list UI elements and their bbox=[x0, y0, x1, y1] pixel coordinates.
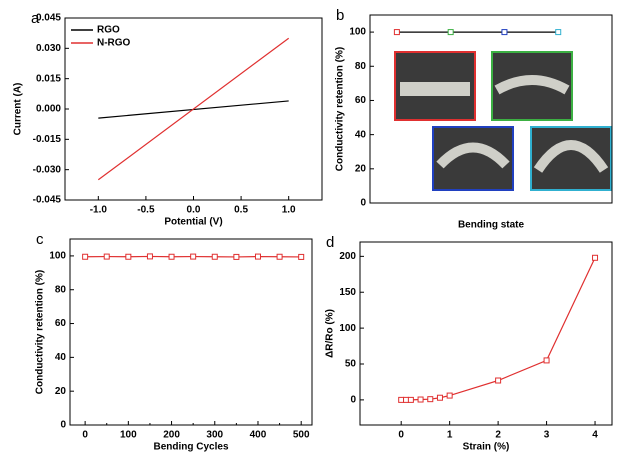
marker bbox=[427, 396, 434, 403]
x-tick-label: 0.5 bbox=[234, 205, 248, 216]
x-tick-label: 1.0 bbox=[282, 205, 296, 216]
y-axis-label: Conductivity retention (%) bbox=[35, 270, 46, 394]
legend-label: RGO bbox=[97, 25, 120, 36]
y-tick-label: 100 bbox=[49, 251, 66, 262]
panel-label: b bbox=[336, 7, 344, 24]
x-tick-label: 0.0 bbox=[187, 205, 201, 216]
marker bbox=[446, 392, 453, 399]
y-tick-label: 0 bbox=[360, 198, 366, 209]
x-tick-label: 4 bbox=[592, 430, 598, 441]
marker bbox=[211, 253, 218, 260]
y-tick-label: -0.015 bbox=[33, 134, 62, 145]
photo-detail bbox=[436, 142, 510, 169]
y-tick-label: 0.015 bbox=[36, 73, 61, 84]
marker bbox=[403, 396, 410, 403]
y-tick-label: 0 bbox=[350, 395, 356, 406]
y-tick-label: 150 bbox=[339, 287, 356, 298]
marker bbox=[393, 29, 400, 36]
y-tick-label: 20 bbox=[355, 163, 367, 174]
marker bbox=[82, 253, 89, 260]
series-line bbox=[97, 37, 290, 181]
x-tick-label: 2 bbox=[495, 430, 501, 441]
y-tick-label: 0.030 bbox=[36, 43, 61, 54]
y-tick-label: 0.045 bbox=[36, 13, 61, 24]
y-axis-label: Current (A) bbox=[13, 83, 24, 136]
y-tick-label: 40 bbox=[55, 352, 67, 363]
x-tick-label: 0 bbox=[398, 430, 404, 441]
plot-frame bbox=[69, 238, 313, 426]
y-tick-label: -0.045 bbox=[33, 195, 62, 206]
photo-detail bbox=[400, 82, 470, 96]
marker bbox=[298, 253, 305, 260]
y-tick-label: 100 bbox=[339, 323, 356, 334]
y-tick-label: 80 bbox=[55, 284, 67, 295]
x-tick-label: -1.0 bbox=[90, 205, 108, 216]
x-axis-label: Strain (%) bbox=[463, 442, 510, 453]
x-axis-label: Potential (V) bbox=[164, 217, 222, 228]
plot-frame bbox=[369, 14, 613, 204]
marker bbox=[495, 377, 502, 384]
marker bbox=[543, 357, 550, 364]
marker bbox=[125, 253, 132, 260]
y-tick-label: -0.030 bbox=[33, 164, 62, 175]
marker bbox=[146, 253, 153, 260]
legend-label: N-RGO bbox=[97, 38, 131, 49]
marker bbox=[407, 396, 414, 403]
x-tick-label: 200 bbox=[163, 430, 180, 441]
x-tick-label: 3 bbox=[544, 430, 550, 441]
marker bbox=[555, 29, 562, 36]
x-tick-label: 0 bbox=[82, 430, 88, 441]
y-axis-label: ΔR/Ro (%) bbox=[325, 309, 336, 358]
marker bbox=[190, 253, 197, 260]
marker bbox=[592, 254, 599, 261]
x-axis-label: Bending Cycles bbox=[153, 442, 228, 453]
marker bbox=[254, 253, 261, 260]
y-tick-label: 40 bbox=[355, 129, 367, 140]
panel-label: a bbox=[31, 10, 40, 27]
marker bbox=[398, 396, 405, 403]
plot-frame bbox=[359, 241, 613, 426]
y-tick-label: 60 bbox=[55, 318, 67, 329]
y-tick-label: 80 bbox=[355, 61, 367, 72]
x-tick-label: -0.5 bbox=[137, 205, 155, 216]
y-tick-label: 50 bbox=[345, 359, 357, 370]
marker bbox=[501, 29, 508, 36]
y-tick-label: 0.000 bbox=[36, 104, 61, 115]
y-axis-label: Conductivity retention (%) bbox=[335, 47, 346, 171]
x-axis-label: Bending state bbox=[458, 220, 525, 231]
marker bbox=[233, 253, 240, 260]
marker bbox=[168, 253, 175, 260]
marker bbox=[276, 253, 283, 260]
marker bbox=[447, 29, 454, 36]
photo-detail bbox=[494, 75, 570, 95]
marker bbox=[103, 253, 110, 260]
y-tick-label: 20 bbox=[55, 386, 67, 397]
y-tick-label: 60 bbox=[355, 95, 367, 106]
x-tick-label: 500 bbox=[293, 430, 310, 441]
y-tick-label: 0 bbox=[60, 420, 66, 431]
photos bbox=[394, 51, 612, 191]
panel-label: d bbox=[326, 234, 334, 251]
marker bbox=[436, 394, 443, 401]
x-tick-label: 300 bbox=[206, 430, 223, 441]
panel-label: c bbox=[36, 231, 44, 248]
x-tick-label: 400 bbox=[250, 430, 267, 441]
x-tick-label: 1 bbox=[447, 430, 453, 441]
x-tick-label: 100 bbox=[120, 430, 137, 441]
photo-detail bbox=[533, 140, 609, 173]
y-tick-label: 200 bbox=[339, 251, 356, 262]
marker bbox=[417, 396, 424, 403]
y-tick-label: 100 bbox=[349, 27, 366, 38]
